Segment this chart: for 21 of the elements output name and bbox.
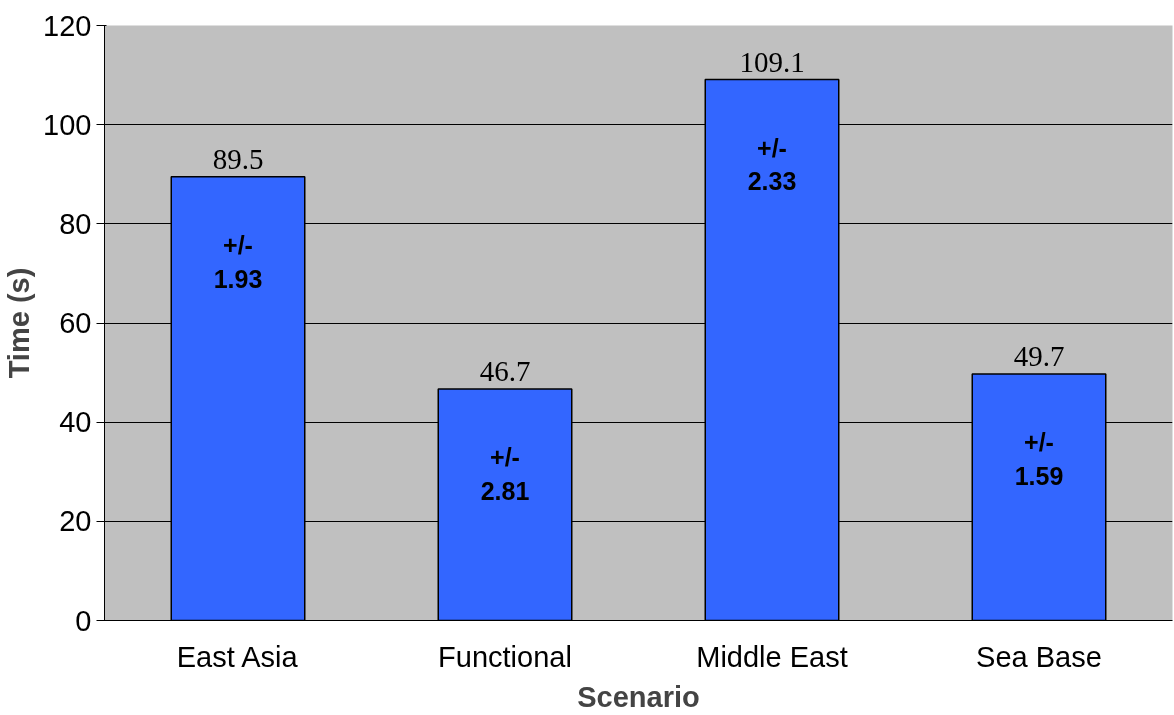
- data-label: 46.7: [479, 354, 531, 387]
- annotation: +/- 1.59: [1014, 428, 1064, 490]
- annotation: +/- 1.93: [213, 230, 263, 293]
- data-label: 49.7: [1013, 340, 1065, 373]
- y-tick-label: 120: [43, 9, 92, 42]
- data-label: 109.1: [739, 45, 805, 78]
- y-tick-label: 0: [75, 604, 92, 637]
- annotation: +/- 2.81: [480, 443, 530, 505]
- y-tick-label: 100: [43, 108, 92, 141]
- x-axis-title: Scenario: [577, 680, 700, 713]
- y-axis-title: Time (s): [3, 267, 36, 379]
- x-tick-label: East Asia: [176, 640, 299, 673]
- y-tick-label: 20: [59, 505, 92, 538]
- y-tick-label: 80: [59, 207, 92, 240]
- x-tick-label: Functional: [438, 640, 572, 673]
- data-label: 89.5: [212, 142, 264, 175]
- annotation: +/- 2.33: [747, 133, 797, 196]
- x-tick-label: Middle East: [696, 640, 848, 673]
- x-tick-label: Sea Base: [976, 640, 1102, 673]
- y-tick-label: 60: [59, 307, 92, 339]
- y-tick-label: 40: [59, 406, 92, 439]
